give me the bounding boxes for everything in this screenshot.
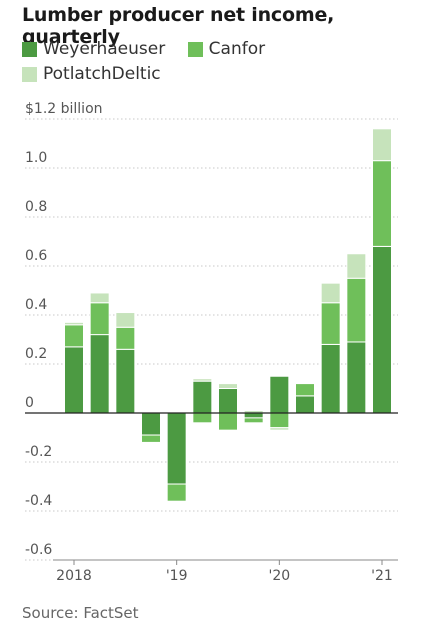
bar-canfor-7 <box>243 417 264 424</box>
legend-swatch-weyerhaeuser <box>22 41 37 57</box>
bar-canfor-11 <box>346 277 367 343</box>
legend-swatch-potlatchdeltic <box>22 66 37 82</box>
bar-canfor-0 <box>64 324 84 348</box>
x-tick-label: '21 <box>371 568 393 584</box>
y-tick-label: 0.4 <box>25 297 47 313</box>
bar-weyerhaeuser-12 <box>372 245 392 414</box>
bar-canfor-10 <box>320 302 341 345</box>
legend-label-canfor: Canfor <box>208 39 266 59</box>
y-tick-label: 1.0 <box>25 150 47 166</box>
x-tick-label: 2018 <box>56 568 92 584</box>
bar-potlatchdeltic-10 <box>320 282 341 304</box>
bar-canfor-5 <box>192 412 213 424</box>
bar-potlatchdeltic-5 <box>192 378 213 382</box>
bar-potlatchdeltic-6 <box>218 383 238 390</box>
y-tick-label: 0.6 <box>25 248 47 264</box>
legend-label-weyerhaeuser: Weyerhaeuser <box>43 39 166 59</box>
bar-weyerhaeuser-3 <box>141 412 161 436</box>
chart-title: Lumber producer net income, quarterly <box>22 4 335 48</box>
bar-weyerhaeuser-1 <box>89 334 110 414</box>
bar-canfor-12 <box>372 160 392 247</box>
bar-potlatchdeltic-11 <box>346 253 367 279</box>
bar-potlatchdeltic-8 <box>269 427 290 431</box>
legend-label-potlatchdeltic: PotlatchDeltic <box>43 64 161 84</box>
bar-weyerhaeuser-5 <box>192 380 213 414</box>
bar-canfor-2 <box>115 326 136 350</box>
y-tick-label: 0.2 <box>25 346 47 362</box>
bar-canfor-6 <box>218 412 238 431</box>
y-tick-label: 0 <box>25 395 34 411</box>
legend: Weyerhaeuser Canfor <box>22 36 422 62</box>
bar-potlatchdeltic-0 <box>64 321 84 326</box>
bar-potlatchdeltic-2 <box>115 312 136 328</box>
bar-weyerhaeuser-6 <box>218 388 238 414</box>
y-tick-label: 0.8 <box>25 199 47 215</box>
bar-canfor-3 <box>141 434 161 443</box>
source-note: Source: FactSet <box>22 604 139 622</box>
bar-weyerhaeuser-4 <box>166 412 187 485</box>
x-tick-label: '19 <box>166 568 188 584</box>
bar-weyerhaeuser-8 <box>269 375 290 414</box>
bar-weyerhaeuser-11 <box>346 341 367 414</box>
bar-canfor-1 <box>89 302 110 336</box>
legend-item-potlatchdeltic: PotlatchDeltic <box>22 61 161 87</box>
bar-weyerhaeuser-9 <box>295 395 315 414</box>
legend-item-canfor: Canfor <box>187 36 266 62</box>
bar-weyerhaeuser-7 <box>243 412 264 419</box>
legend-row-2: PotlatchDeltic <box>22 61 179 87</box>
bar-weyerhaeuser-0 <box>64 346 84 414</box>
bar-potlatchdeltic-12 <box>372 128 392 162</box>
bar-canfor-4 <box>166 483 187 502</box>
legend-item-weyerhaeuser: Weyerhaeuser <box>22 36 165 62</box>
bar-weyerhaeuser-2 <box>115 348 136 414</box>
y-tick-label: $1.2 billion <box>25 101 103 117</box>
legend-swatch-canfor <box>187 41 203 57</box>
bar-canfor-9 <box>295 383 315 397</box>
y-tick-label: -0.6 <box>25 542 52 558</box>
bar-weyerhaeuser-10 <box>320 343 341 414</box>
y-tick-label: -0.2 <box>25 444 52 460</box>
x-tick-label: '20 <box>268 568 290 584</box>
bar-potlatchdeltic-1 <box>89 292 110 304</box>
bar-canfor-8 <box>269 412 290 429</box>
stacked-bar-chart: $1.2 billion 1.0 0.8 0.6 0.4 0.2 0 -0.2 -0.4 -0.6… <box>25 101 398 584</box>
y-tick-label: -0.4 <box>25 493 52 509</box>
